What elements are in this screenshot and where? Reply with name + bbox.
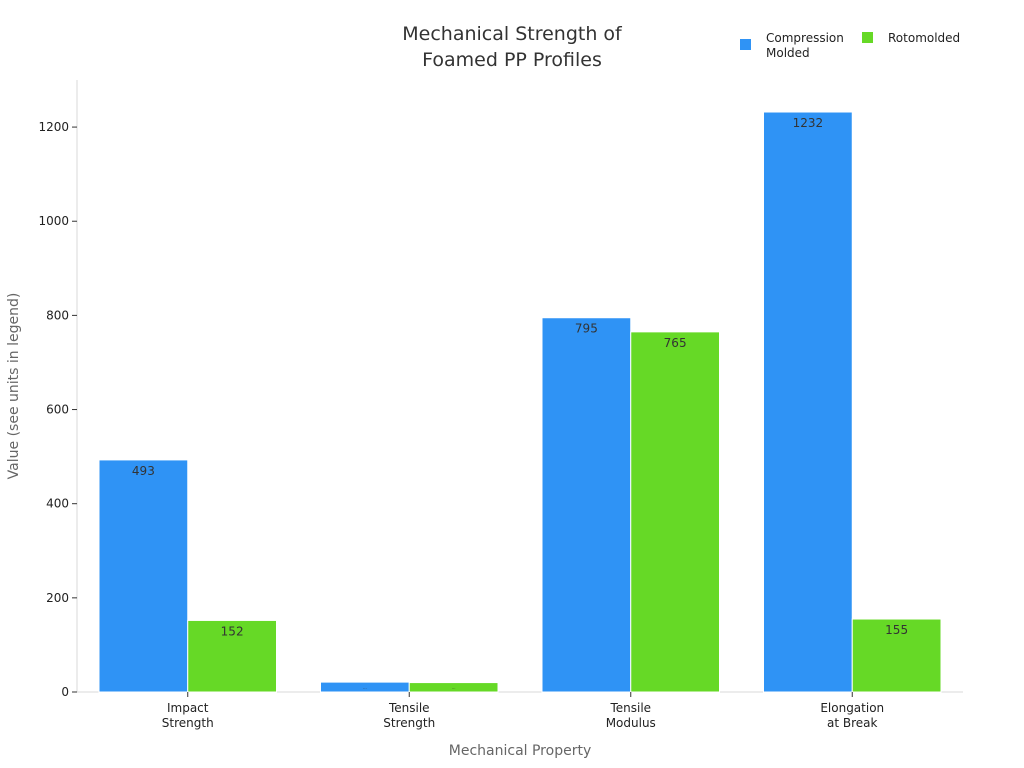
bar-value-label: 765 [664, 336, 687, 350]
y-tick-label: 0 [61, 685, 69, 699]
x-tick-label: Modulus [606, 716, 656, 730]
bar-value-label: 1232 [793, 116, 824, 130]
chart-title-line-1: Mechanical Strength of [402, 23, 623, 45]
x-axis-ticks: ImpactStrengthTensileStrengthTensileModu… [162, 692, 884, 730]
y-tick-label: 400 [46, 497, 69, 511]
y-tick-label: 1000 [38, 214, 69, 228]
bar-value-label: ... [452, 685, 456, 690]
y-axis-ticks: 0 200 400 600 800 1000 1200 [38, 120, 77, 699]
bars [98, 111, 942, 693]
y-tick-label: 200 [46, 591, 69, 605]
x-axis-title: Mechanical Property [449, 743, 591, 759]
bar-series-0-category-2 [541, 317, 632, 693]
bar-value-label: 795 [575, 322, 598, 336]
bar-series-1-category-2 [630, 331, 720, 693]
x-tick-label: Tensile [388, 701, 430, 715]
legend-swatch-rotomolded [862, 32, 873, 43]
bar-value-label: 493 [132, 464, 155, 478]
bar-series-1-category-0 [187, 619, 277, 693]
x-tick-label: Strength [162, 716, 214, 730]
x-tick-label: Impact [167, 701, 209, 715]
x-tick-label: Strength [383, 716, 435, 730]
x-tick-label: Tensile [609, 701, 651, 715]
legend-swatch-compression-molded [740, 39, 751, 50]
bar-value-labels: 493 152... ... 795 765 1232 155 [132, 116, 908, 690]
bar-series-1-category-1 [408, 682, 499, 693]
y-tick-label: 600 [46, 403, 69, 417]
bar-value-label: 152 [221, 624, 244, 638]
y-tick-label: 800 [46, 308, 69, 322]
legend-label-rotomolded: Rotomolded [888, 31, 960, 45]
x-tick-label: Elongation [820, 701, 884, 715]
bar-series-0-category-0 [98, 459, 189, 693]
legend-label-compression-molded-line-2: Molded [766, 46, 810, 60]
legend: Compression Molded Rotomolded [740, 31, 960, 60]
bar-series-0-category-3 [763, 111, 853, 693]
bar-value-label: 155 [885, 623, 908, 637]
chart-title-line-2: Foamed PP Profiles [422, 49, 602, 71]
bar-value-label: ... [363, 685, 367, 690]
bar-series-1-category-3 [851, 618, 942, 693]
y-axis-title: Value (see units in legend) [6, 293, 22, 480]
legend-label-compression-molded-line-1: Compression [766, 31, 844, 45]
x-tick-label: at Break [827, 716, 878, 730]
y-tick-label: 1200 [38, 120, 69, 134]
